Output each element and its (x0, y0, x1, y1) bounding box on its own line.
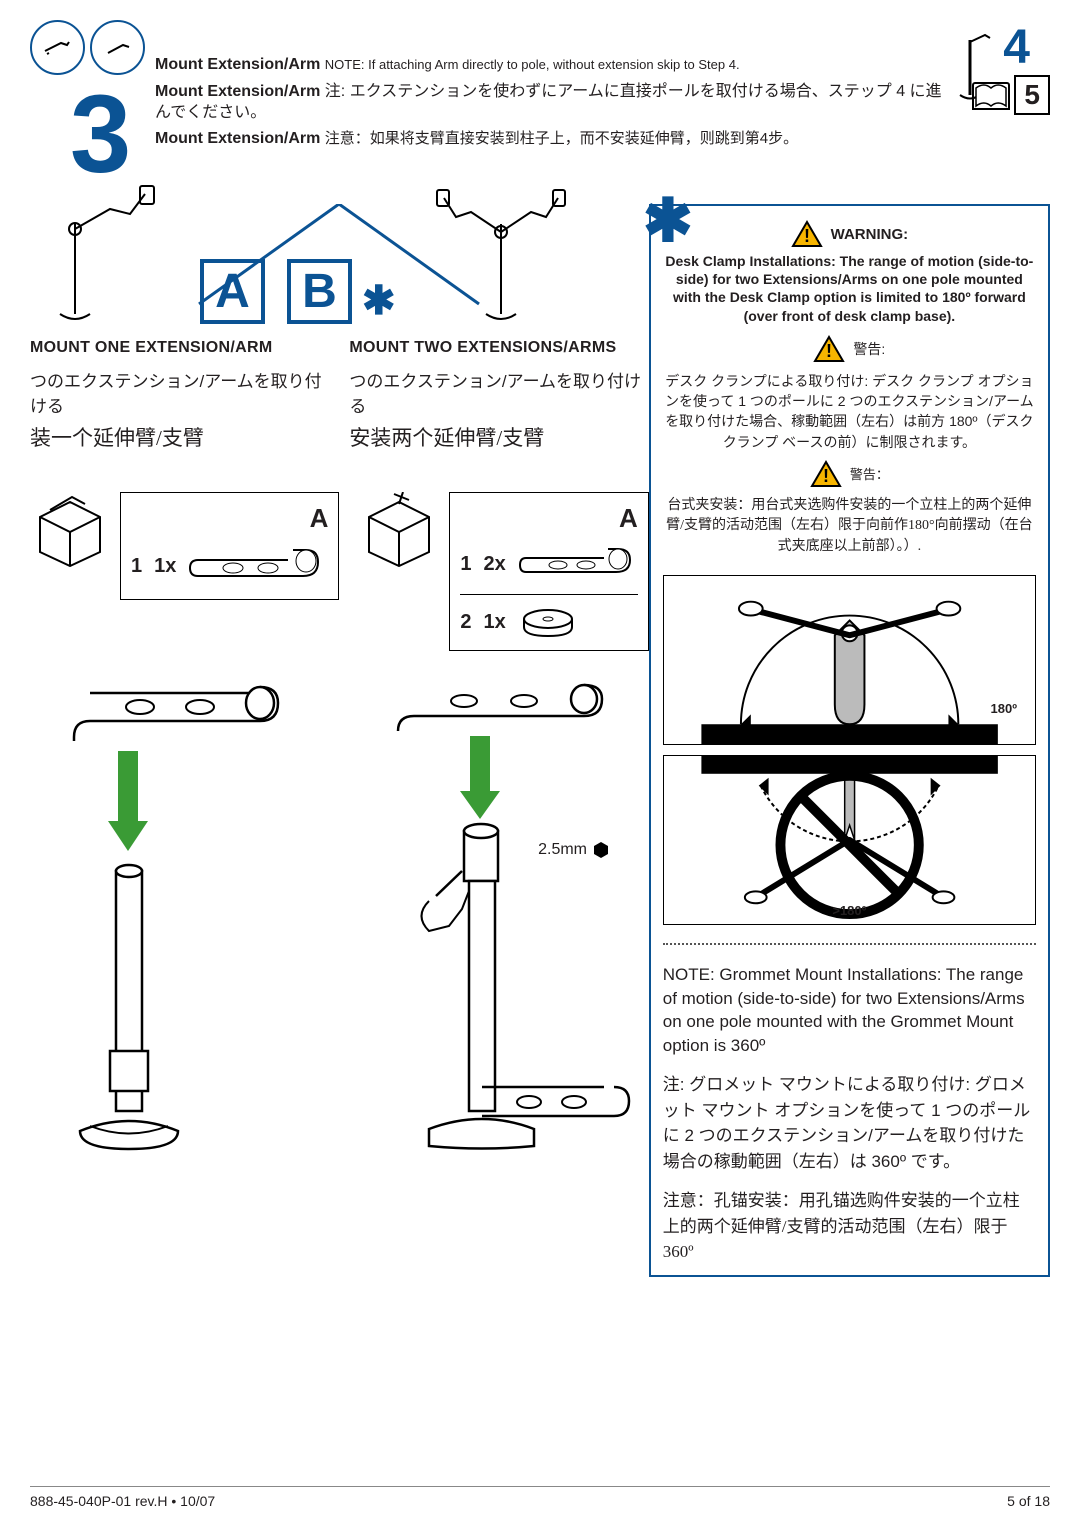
assembly-figures: 2.5mm (30, 681, 649, 1179)
footer-rev: 888-45-040P-01 rev.H • 10/07 (30, 1493, 215, 1509)
opt-b-jp: つのエクステンョン/アームを取り付ける (349, 367, 648, 417)
warn-title-en: WARNING: (831, 226, 909, 243)
warn-en: Desk Clamp Installations: The range of m… (663, 252, 1036, 325)
grommet-note-jp: 注: グロメット マウントによる取り付け: グロメット マウント オプションを使… (663, 1072, 1036, 1174)
step-number: 3 (70, 85, 131, 184)
ref-step-4: 4 (1003, 20, 1030, 75)
option-a-text: MOUNT ONE EXTENSION/ARM つのエクステンション/アームを取… (30, 339, 329, 452)
parts-a-qty: 1x (154, 555, 176, 578)
opt-a-jp: つのエクステンション/アームを取り付ける (30, 367, 329, 417)
parts-b2-num: 2 (460, 611, 471, 634)
warning-icon-jp: ! (813, 335, 845, 363)
option-a-label: A (200, 259, 265, 324)
parts-b1-num: 1 (460, 553, 471, 576)
parts-a-num: 1 (131, 555, 142, 578)
hdr-en: NOTE: If attaching Arm directly to pole,… (325, 57, 740, 72)
svg-text:!: ! (804, 226, 810, 246)
hdr-title-3: Mount Extension/Arm (155, 130, 320, 147)
manual-icon (972, 82, 1010, 110)
svg-text:!: ! (823, 466, 829, 486)
hex-icon (592, 841, 610, 859)
clamp-180-figure: 180º (663, 575, 1036, 745)
svg-text:!: ! (826, 341, 832, 361)
reference-box: 4 5 (955, 20, 1050, 120)
warn-title-jp: 警告: (853, 339, 885, 359)
parts-box-b: A 1 2x 2 1x (449, 492, 648, 651)
parts-box-a: A 1 1x (120, 492, 339, 600)
deg-180-label: 180º (991, 701, 1017, 716)
footer: 888-45-040P-01 rev.H • 10/07 5 of 18 (30, 1486, 1050, 1509)
ref-page-5: 5 (1014, 75, 1050, 115)
grommet-note-en: NOTE: Grommet Mount Installations: The r… (663, 963, 1036, 1058)
assembly-fig-a (30, 681, 319, 1179)
extension-part-icon-b (518, 544, 638, 584)
tool-icons (30, 20, 145, 75)
opt-b-heading: MOUNT TWO EXTENSIONS/ARMS (349, 339, 648, 357)
header-text: Mount Extension/Arm NOTE: If attaching A… (155, 20, 945, 156)
warning-icon: ! (791, 220, 823, 248)
hdr-title-2: Mount Extension/Arm (155, 83, 320, 100)
asterisk-icon: ✱ (362, 278, 396, 324)
parts-a-label: A (131, 503, 328, 534)
hdr-title-1: Mount Extension/Arm (155, 56, 320, 73)
warn-title-cn: 警告： (850, 464, 889, 483)
header-row: 3 Mount Extension/Arm NOTE: If attaching… (30, 20, 1050, 184)
box-icon-b (359, 492, 439, 567)
wrench-icon (30, 20, 85, 75)
clamp-prohibit-figure: >180º (663, 755, 1036, 925)
opt-a-heading: MOUNT ONE EXTENSION/ARM (30, 339, 329, 357)
option-b-figure (436, 184, 566, 324)
footer-page: 5 of 18 (1007, 1493, 1050, 1509)
extension-part-icon (188, 544, 328, 589)
parts-b-label: A (460, 503, 637, 534)
box-icon-a (30, 492, 110, 567)
spacer-part-icon (518, 605, 578, 640)
tool-size-label: 2.5mm (538, 841, 610, 859)
hex-key-icon (90, 20, 145, 75)
dotted-separator (663, 943, 1036, 945)
warning-icon-cn: ! (810, 460, 842, 488)
left-column: A B ✱ MOUNT ONE EXTENSION/ARM (30, 204, 649, 1277)
hdr-cn: 注意：如果将支臂直接安装到柱子上，而不安装延伸臂，则跳到第4步。 (325, 130, 798, 147)
warn-jp: デスク クランプによる取り付け: デスク クランプ オプションを使って 1 つの… (663, 371, 1036, 452)
opt-a-cn: 装一个延伸臂/支臂 (30, 425, 329, 452)
parts-b1-qty: 2x (484, 553, 506, 576)
asterisk-large-icon: ✱ (643, 186, 693, 256)
options-text: MOUNT ONE EXTENSION/ARM つのエクステンション/アームを取… (30, 339, 649, 452)
warn-cn: 台式夹安装：用台式夹选购件安装的一个立柱上的两个延伸臂/支臂的活动范围（左右）限… (663, 496, 1036, 557)
parts-b2-qty: 1x (484, 611, 506, 634)
parts-row: A 1 1x A 1 2x (30, 492, 649, 651)
opt-b-cn: 安装两个延伸臂/支臂 (349, 425, 648, 452)
option-a-figure (30, 184, 160, 324)
main-area: A B ✱ MOUNT ONE EXTENSION/ARM (30, 204, 1050, 1277)
option-b-label: B (287, 259, 352, 324)
assembly-fig-b: 2.5mm (359, 681, 648, 1179)
right-column: ✱ ! WARNING: Desk Clamp Installations: T… (649, 204, 1050, 1277)
grommet-note-cn: 注意：孔锚安装：用孔锚选购件安装的一个立柱上的两个延伸臂/支臂的活动范围（左右）… (663, 1188, 1036, 1265)
deg-gt180-label: >180º (832, 903, 866, 918)
option-b-text: MOUNT TWO EXTENSIONS/ARMS つのエクステンョン/アームを… (349, 339, 648, 452)
